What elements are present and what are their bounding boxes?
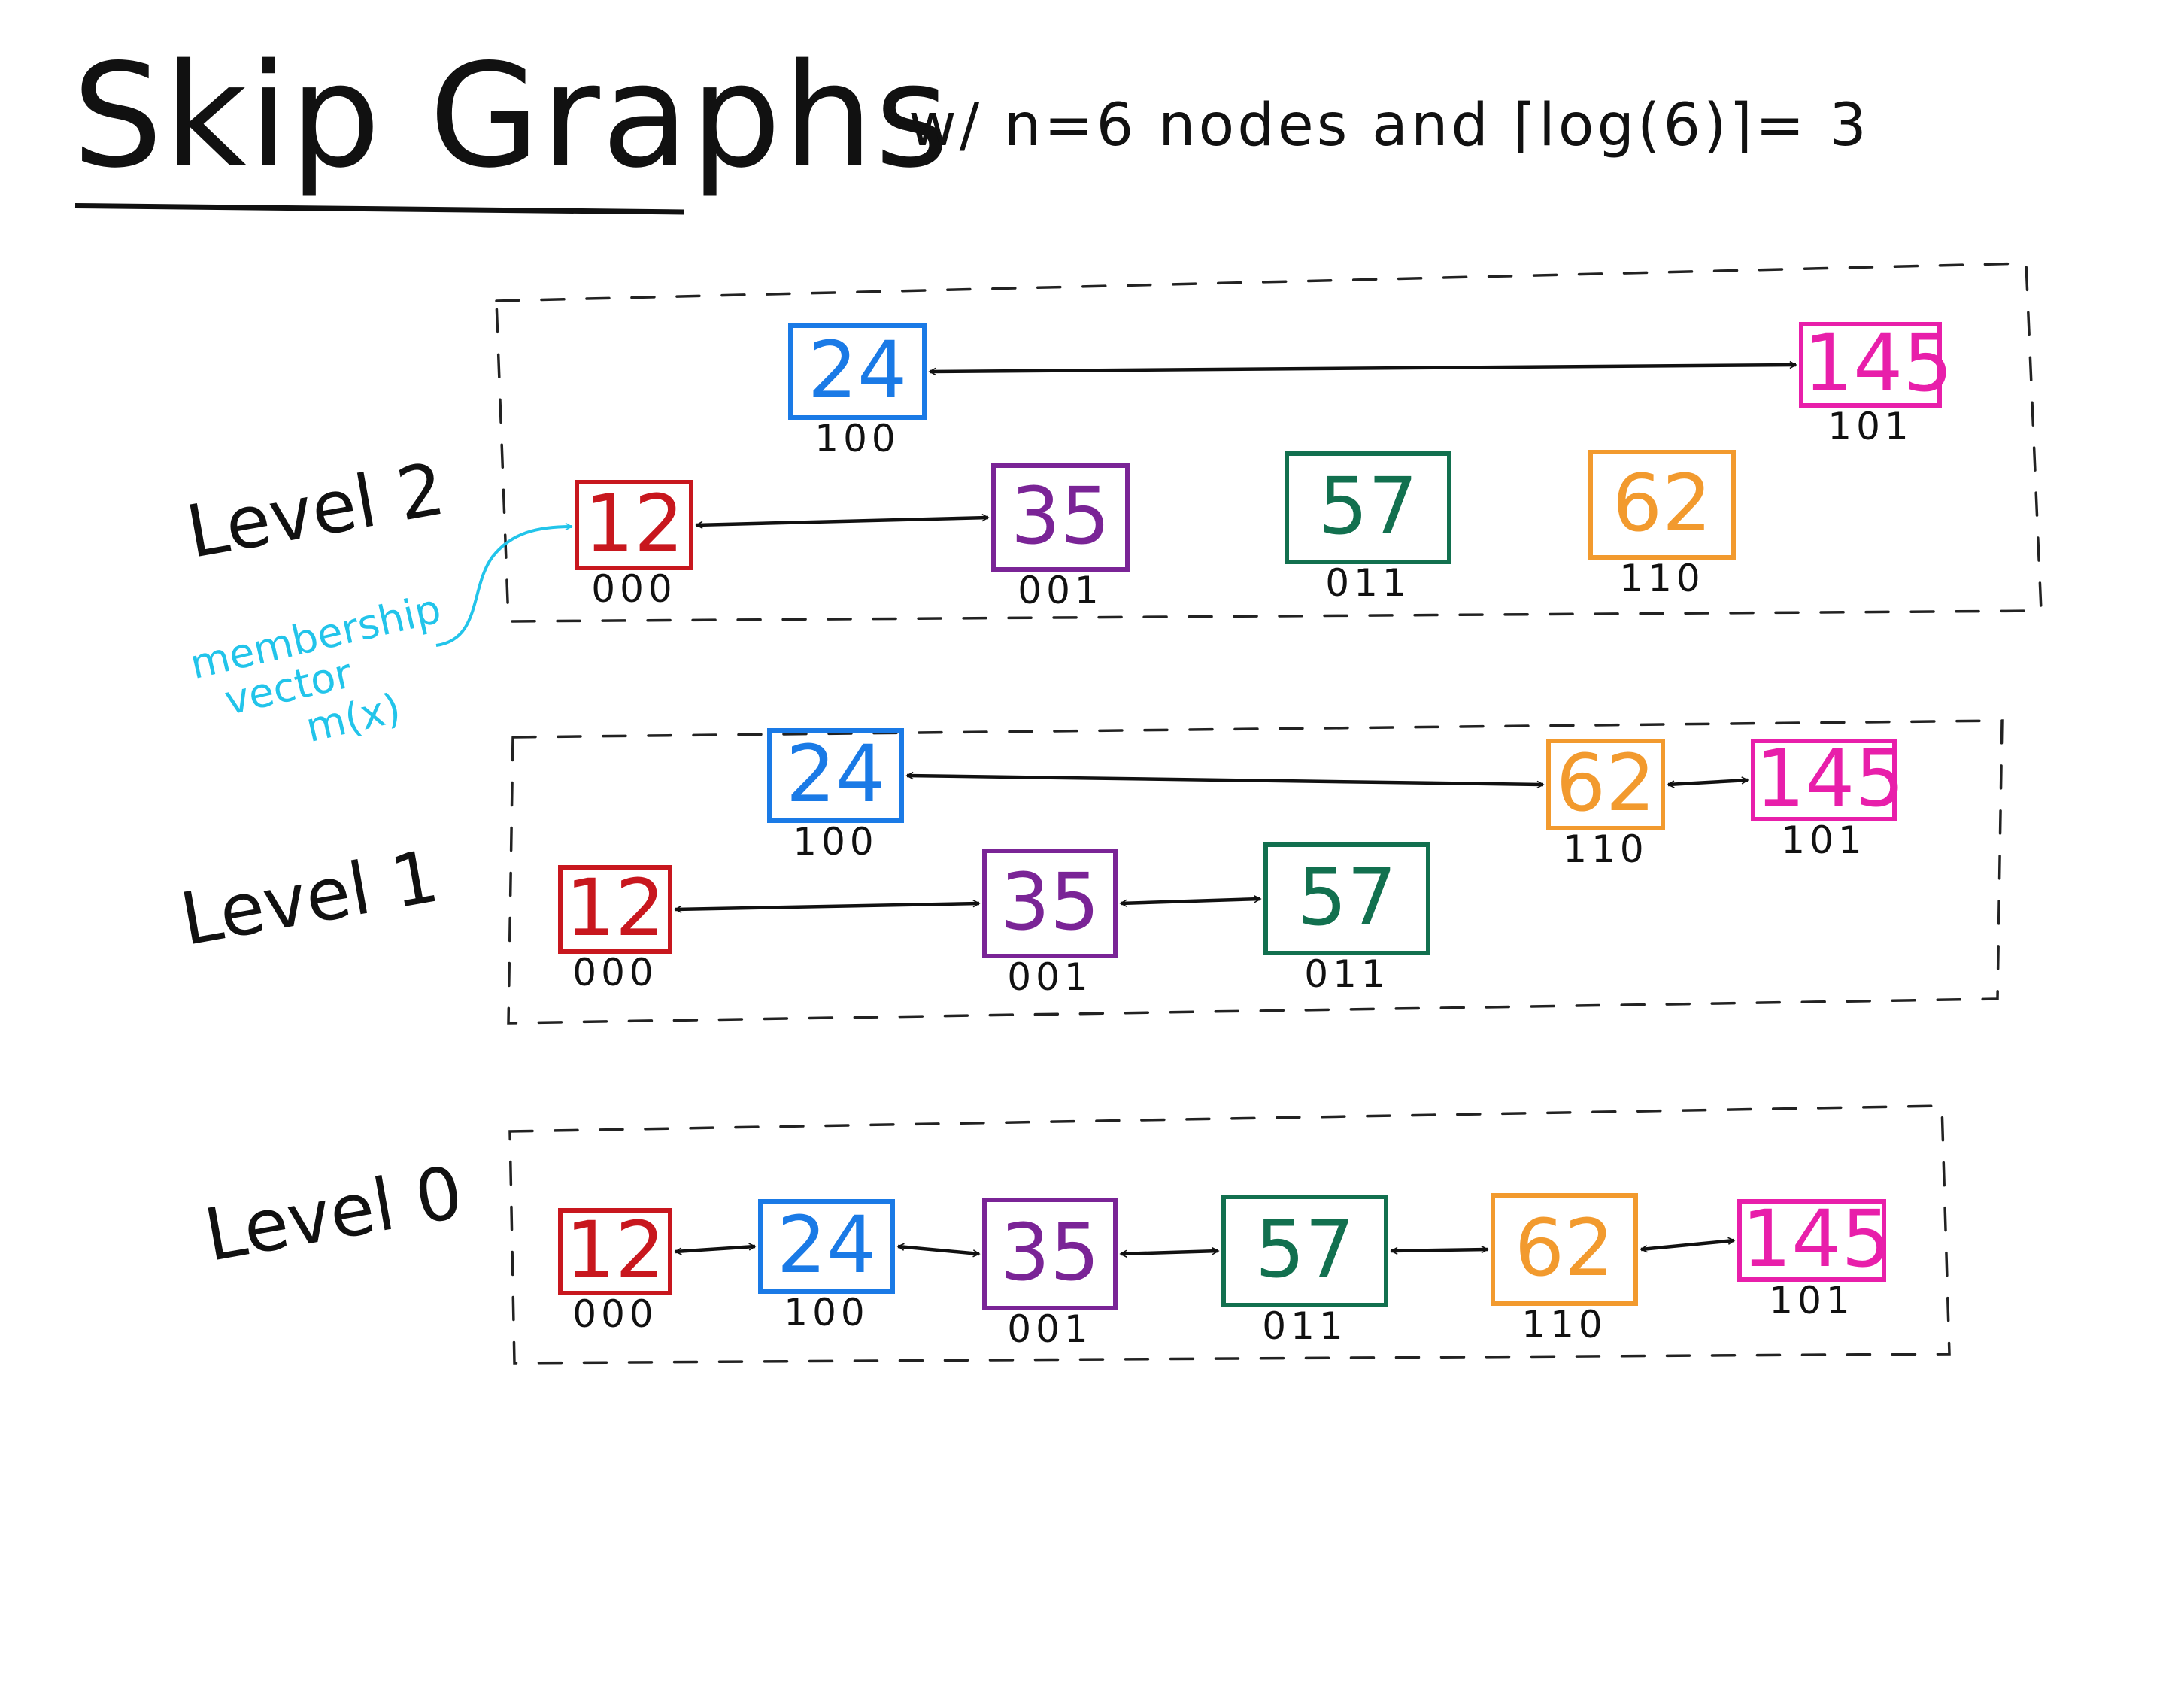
membership-vector: 100 bbox=[793, 820, 878, 864]
membership-vector: 110 bbox=[1563, 827, 1649, 871]
node-key: 145 bbox=[1803, 317, 1953, 409]
link-24-35-level-0 bbox=[896, 1243, 981, 1258]
membership-vector: 001 bbox=[1018, 569, 1103, 612]
node-key: 35 bbox=[999, 855, 1100, 948]
node-35-level-2: 35 001 bbox=[991, 463, 1130, 609]
node-key: 24 bbox=[785, 727, 886, 820]
membership-vector: 101 bbox=[1828, 405, 1913, 448]
link-24-145-level-2 bbox=[928, 360, 1797, 376]
page-title: Skip Graphs bbox=[72, 33, 951, 199]
link-62-145-level-0 bbox=[1640, 1237, 1736, 1253]
membership-vector: 100 bbox=[784, 1291, 869, 1334]
node-key: 57 bbox=[1318, 460, 1418, 552]
node-57-level-1: 57 011 bbox=[1263, 842, 1430, 993]
node-62-level-1: 62 110 bbox=[1546, 736, 1665, 868]
link-12-24-level-0 bbox=[674, 1243, 757, 1255]
membership-vector: 011 bbox=[1262, 1304, 1348, 1348]
level-0-frame bbox=[508, 1104, 1951, 1365]
node-24-level-1: 24 100 bbox=[767, 727, 904, 861]
link-12-35-level-2 bbox=[695, 514, 990, 529]
node-key: 57 bbox=[1297, 851, 1397, 943]
link-35-57-level-1 bbox=[1119, 895, 1262, 907]
link-62-145-level-1 bbox=[1667, 776, 1749, 788]
node-145-level-1: 145 101 bbox=[1751, 732, 1905, 859]
membership-vector-arrow bbox=[435, 522, 573, 647]
membership-vector: 110 bbox=[1521, 1303, 1607, 1346]
node-key: 145 bbox=[1742, 1192, 1891, 1285]
node-62-level-0: 62 110 bbox=[1491, 1193, 1638, 1343]
node-12-level-0: 12 000 bbox=[558, 1204, 672, 1333]
node-key: 12 bbox=[584, 477, 684, 569]
node-key: 35 bbox=[1010, 469, 1111, 562]
node-key: 12 bbox=[565, 861, 666, 954]
node-key: 62 bbox=[1514, 1201, 1615, 1294]
membership-vector: 100 bbox=[814, 417, 900, 460]
node-35-level-0: 35 001 bbox=[982, 1198, 1118, 1348]
link-24-62-level-1 bbox=[905, 771, 1545, 789]
link-12-35-level-1 bbox=[674, 899, 981, 914]
node-key: 62 bbox=[1555, 736, 1656, 829]
node-12-level-2: 12 000 bbox=[575, 477, 693, 608]
membership-vector: 001 bbox=[1007, 1307, 1093, 1351]
membership-vector: 000 bbox=[572, 951, 658, 994]
node-key: 62 bbox=[1612, 457, 1712, 549]
node-57-level-2: 57 011 bbox=[1285, 451, 1451, 602]
subtitle: w/ n=6 nodes and ⌈log(6)⌉= 3 bbox=[908, 92, 1870, 159]
node-key: 145 bbox=[1755, 732, 1905, 824]
membership-vector: 110 bbox=[1619, 557, 1705, 600]
node-key: 24 bbox=[776, 1198, 877, 1291]
node-key: 57 bbox=[1254, 1203, 1355, 1295]
node-key: 24 bbox=[807, 323, 908, 416]
node-24-level-0: 24 100 bbox=[758, 1198, 895, 1331]
link-35-57-level-0 bbox=[1119, 1247, 1220, 1258]
membership-vector: 001 bbox=[1007, 955, 1093, 999]
link-57-62-level-0 bbox=[1390, 1245, 1489, 1255]
level-1-frame bbox=[507, 719, 2004, 1025]
membership-vector: 000 bbox=[591, 567, 677, 611]
node-24-level-2: 24 100 bbox=[788, 323, 927, 457]
node-key: 12 bbox=[565, 1204, 666, 1296]
node-145-level-2: 145 101 bbox=[1799, 317, 1953, 445]
node-35-level-1: 35 001 bbox=[982, 849, 1118, 996]
node-57-level-0: 57 011 bbox=[1221, 1195, 1388, 1345]
node-12-level-1: 12 000 bbox=[558, 861, 672, 991]
membership-vector: 011 bbox=[1325, 561, 1411, 605]
membership-vector: 101 bbox=[1769, 1279, 1855, 1322]
membership-vector: 101 bbox=[1781, 818, 1867, 862]
node-145-level-0: 145 101 bbox=[1737, 1192, 1891, 1319]
membership-vector: 011 bbox=[1304, 952, 1390, 996]
membership-vector: 000 bbox=[572, 1292, 658, 1336]
node-key: 35 bbox=[999, 1206, 1100, 1298]
node-62-level-2: 62 110 bbox=[1588, 450, 1736, 597]
